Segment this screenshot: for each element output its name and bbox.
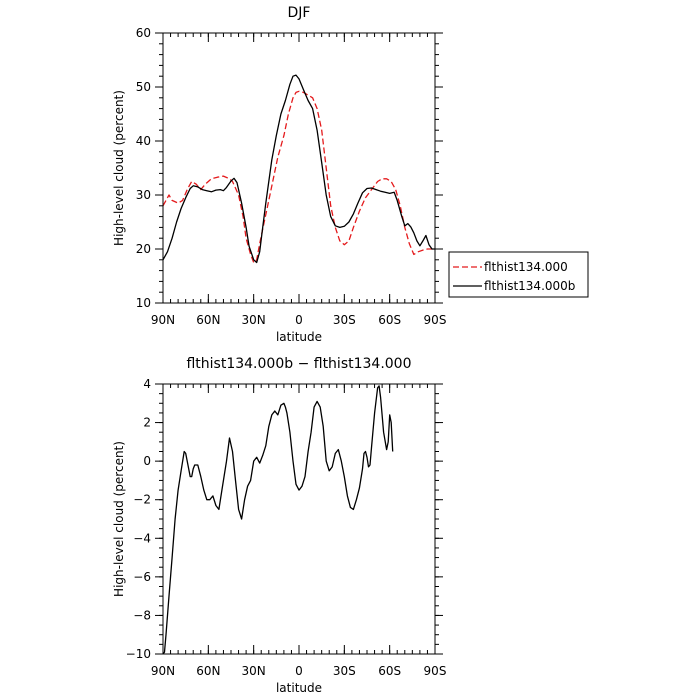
y-tick-label: 40 [136, 134, 151, 148]
x-tick-label: 30S [333, 664, 356, 678]
legend-label-flthist134-000: flthist134.000 [484, 260, 568, 274]
y-tick-label: 50 [136, 80, 151, 94]
legend-box [448, 251, 589, 298]
x-tick-label: 60S [378, 313, 401, 327]
series-line-flthist134-000b [162, 74, 435, 264]
x-tick-label: 0 [295, 313, 303, 327]
bottom-chart-ylabel: High-level cloud (percent) [112, 441, 126, 597]
x-tick-label: 30S [333, 313, 356, 327]
x-tick-label: 30N [242, 664, 266, 678]
y-tick-label: 20 [136, 242, 151, 256]
series-line-difference [162, 385, 394, 655]
bottom-chart-title: flthist134.000b − flthist134.000 [186, 356, 411, 372]
y-tick-label: 30 [136, 188, 151, 202]
top-chart-frame [162, 32, 436, 304]
x-tick-label: 60S [378, 664, 401, 678]
y-tick-label: 4 [143, 377, 151, 391]
y-tick-label: −8 [133, 608, 151, 622]
series-line-flthist134-000 [162, 90, 435, 264]
y-tick-label: 2 [143, 416, 151, 430]
bottom-chart-xlabel: latitude [276, 681, 322, 695]
top-chart-ticks: 90N 60N 30N 0 30S 60S 90S 10 20 30 40 50 60 [136, 26, 447, 327]
top-chart-series [162, 74, 435, 264]
legend-label-flthist134-000b: flthist134.000b [484, 279, 575, 293]
x-tick-label: 90S [424, 313, 447, 327]
x-tick-label: 30N [242, 313, 266, 327]
x-tick-label: 60N [196, 664, 220, 678]
y-tick-label: 0 [143, 454, 151, 468]
top-chart: DJF High-level cloud (percent) latitude … [112, 5, 446, 344]
bottom-chart-frame [162, 383, 436, 655]
x-tick-label: 60N [196, 313, 220, 327]
y-tick-label: −2 [133, 493, 151, 507]
top-chart-title: DJF [288, 5, 311, 21]
y-tick-label: −10 [126, 647, 151, 661]
x-tick-label: 90S [424, 664, 447, 678]
legend: flthist134.000 flthist134.000b [448, 251, 589, 298]
y-tick-label: −4 [133, 531, 151, 545]
top-chart-ylabel: High-level cloud (percent) [112, 90, 126, 246]
x-tick-label: 90N [151, 664, 175, 678]
x-tick-label: 0 [295, 664, 303, 678]
bottom-chart: flthist134.000b − flthist134.000 High-le… [112, 356, 446, 695]
y-tick-label: 60 [136, 26, 151, 40]
x-tick-label: 90N [151, 313, 175, 327]
y-tick-label: −6 [133, 570, 151, 584]
y-tick-label: 10 [136, 296, 151, 310]
bottom-chart-series [162, 385, 394, 655]
top-chart-xlabel: latitude [276, 330, 322, 344]
